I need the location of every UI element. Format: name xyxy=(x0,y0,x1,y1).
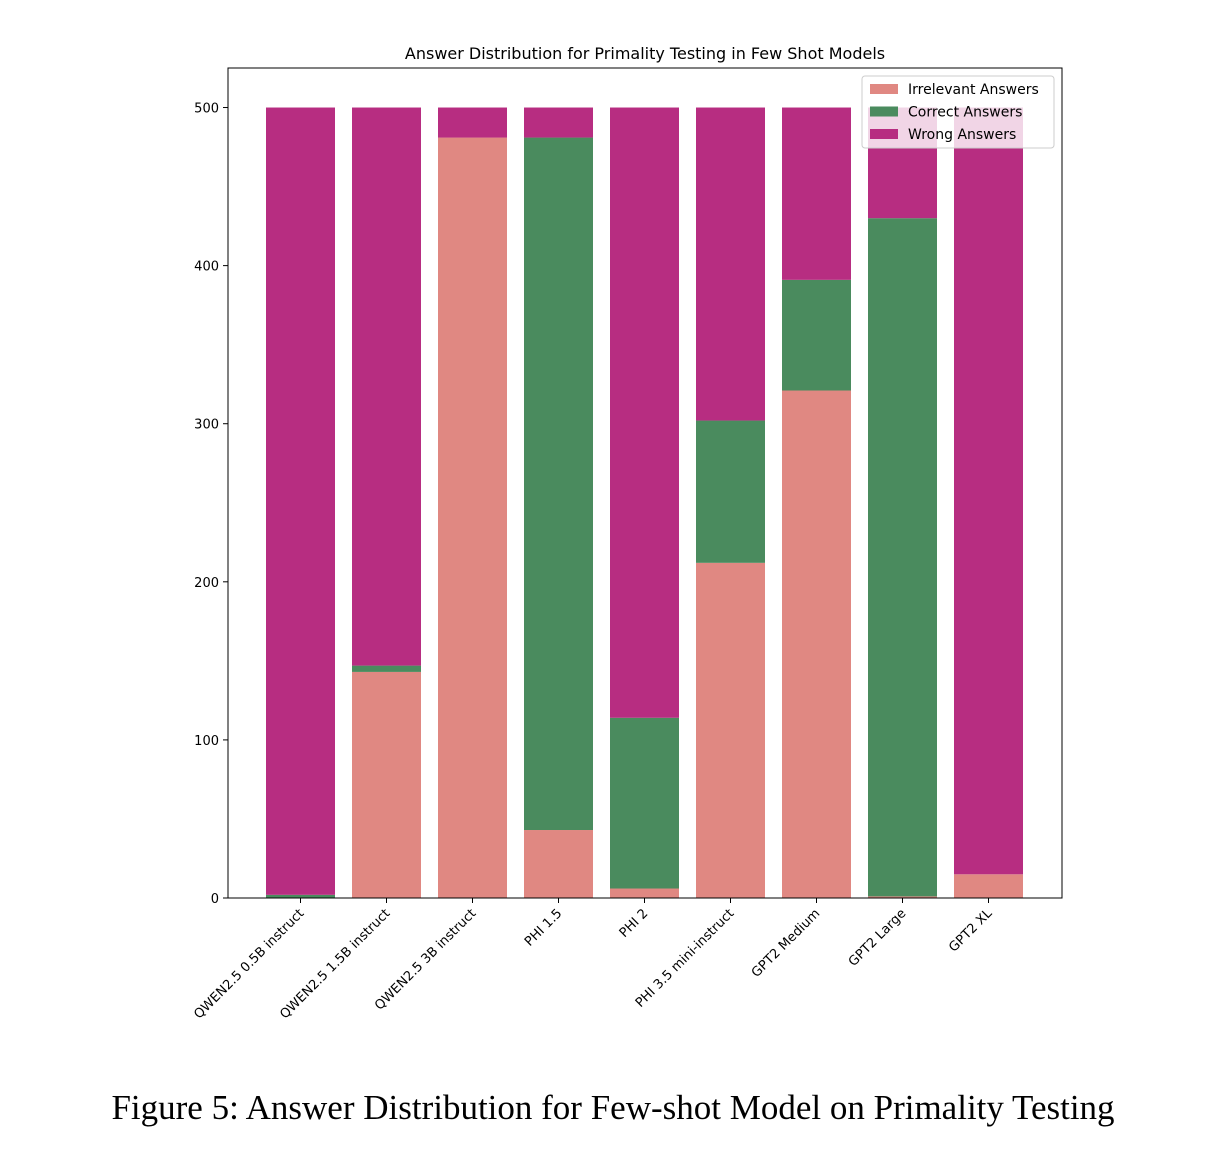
legend-label: Correct Answers xyxy=(908,105,1022,121)
bar-correct-5 xyxy=(696,420,765,563)
bars-layer xyxy=(266,107,1023,899)
bar-correct-4 xyxy=(610,717,679,889)
legend: Irrelevant Answers Correct Answers Wrong A… xyxy=(861,75,1055,149)
x-tick-label: QWEN2.5 3B instruct xyxy=(372,906,479,1013)
x-tick-label: PHI 2 xyxy=(617,906,652,941)
x-tick-label: PHI 3.5 mini-instruct xyxy=(633,906,737,1010)
bar-correct-3 xyxy=(524,137,593,831)
bar-wrong-1 xyxy=(352,107,421,666)
bar-wrong-0 xyxy=(266,107,335,895)
figure-caption: Figure 5: Answer Distribution for Few-sh… xyxy=(111,1088,1115,1127)
bar-irrelevant-2 xyxy=(438,137,507,899)
bar-correct-6 xyxy=(782,279,851,391)
legend-swatch xyxy=(870,84,898,94)
legend-swatch xyxy=(870,129,898,139)
bar-wrong-3 xyxy=(524,107,593,138)
x-tick-label: GPT2 XL xyxy=(946,906,996,956)
bar-irrelevant-4 xyxy=(610,888,679,898)
bar-irrelevant-8 xyxy=(954,874,1023,898)
y-tick-label: 400 xyxy=(194,260,219,275)
chart-title: Answer Distribution for Primality Testin… xyxy=(405,44,885,63)
bar-correct-1 xyxy=(352,665,421,672)
legend-label: Irrelevant Answers xyxy=(908,82,1039,98)
bar-irrelevant-7 xyxy=(868,896,937,898)
y-tick-label: 100 xyxy=(194,734,219,749)
x-tick-label: GPT2 Large xyxy=(846,906,910,970)
bar-correct-0 xyxy=(266,894,335,898)
bar-wrong-8 xyxy=(954,107,1023,875)
legend-swatch xyxy=(870,106,898,117)
bar-wrong-5 xyxy=(696,107,765,421)
bar-irrelevant-5 xyxy=(696,562,765,898)
y-tick-label: 500 xyxy=(194,102,219,117)
y-axis: 0 100 200 300 400 500 xyxy=(194,102,228,907)
bar-wrong-6 xyxy=(782,107,851,280)
x-tick-label: PHI 1.5 xyxy=(522,906,565,949)
bar-irrelevant-6 xyxy=(782,390,851,898)
y-tick-label: 0 xyxy=(211,892,219,907)
legend-label: Wrong Answers xyxy=(908,127,1016,143)
bar-wrong-2 xyxy=(438,107,507,138)
legend-box xyxy=(861,75,1055,149)
bar-correct-7 xyxy=(868,218,937,897)
y-tick-label: 200 xyxy=(194,576,219,591)
y-tick-label: 300 xyxy=(194,418,219,433)
bar-irrelevant-1 xyxy=(352,671,421,898)
bar-wrong-4 xyxy=(610,107,679,718)
bar-irrelevant-3 xyxy=(524,830,593,898)
x-tick-label: GPT2 Medium xyxy=(749,906,823,980)
